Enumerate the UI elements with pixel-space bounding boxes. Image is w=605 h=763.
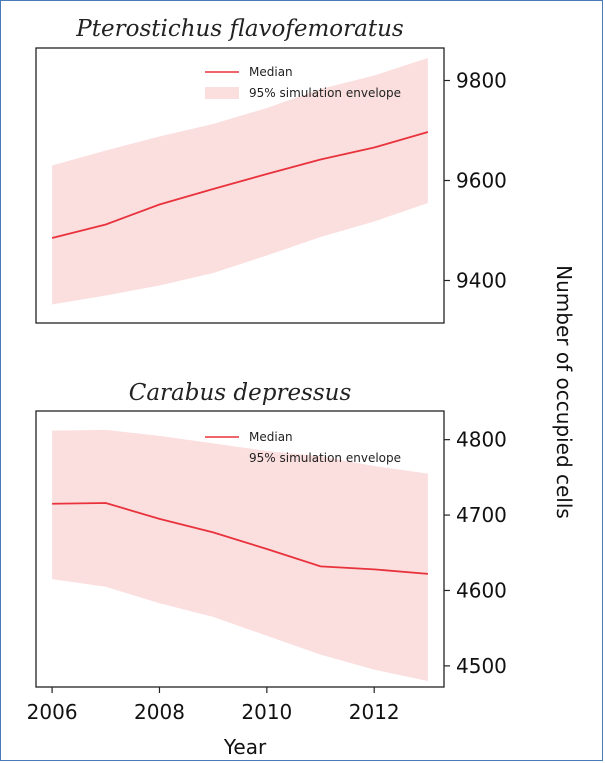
shared-y-axis-label: Number of occupied cells xyxy=(552,265,576,519)
bottom-xtick-label: 2008 xyxy=(134,700,185,724)
bottom-legend: Median 95% simulation envelope xyxy=(205,430,401,465)
top-ytick-label: 9400 xyxy=(456,269,507,293)
top-axes-box xyxy=(35,47,445,324)
top-legend: Median 95% simulation envelope xyxy=(205,65,401,100)
bottom-legend-envelope-swatch xyxy=(205,452,239,464)
bottom-ytick-label: 4600 xyxy=(456,578,507,602)
bottom-median-line xyxy=(52,502,428,575)
bottom-envelope-layer xyxy=(52,429,428,681)
top-yticks: 9400 9600 9800 xyxy=(444,69,507,293)
top-legend-envelope-label: 95% simulation envelope xyxy=(249,86,401,100)
top-ytick-label: 9800 xyxy=(456,69,507,93)
bottom-median-layer xyxy=(52,502,428,575)
bottom-xtick-label: 2012 xyxy=(349,700,400,724)
bottom-xtick-label: 2010 xyxy=(241,700,292,724)
x-axis-label: Year xyxy=(223,735,267,759)
top-ytick-label: 9600 xyxy=(456,169,507,193)
top-chart-title: Pterostichus flavofemoratus xyxy=(75,16,404,42)
top-median-layer xyxy=(51,131,429,239)
top-legend-median-label: Median xyxy=(249,65,293,79)
panel-top: Pterostichus flavofemoratus 9400 9600 9800… xyxy=(35,16,507,324)
bottom-yticks: 4500 4600 4700 4800 xyxy=(444,428,507,678)
bottom-legend-median-label: Median xyxy=(249,430,293,444)
bottom-chart-title: Carabus depressus xyxy=(129,380,352,406)
bottom-xtick-label: 2006 xyxy=(27,700,78,724)
bottom-xticks: 2006 2008 2010 2012 xyxy=(27,687,400,724)
bottom-ytick-label: 4800 xyxy=(456,428,507,452)
bottom-axes-box xyxy=(35,410,445,688)
top-median-line xyxy=(51,131,429,239)
top-legend-envelope-swatch xyxy=(205,87,239,99)
bottom-legend-envelope-label: 95% simulation envelope xyxy=(249,451,401,465)
bottom-ytick-label: 4700 xyxy=(456,503,507,527)
bottom-ytick-label: 4500 xyxy=(456,654,507,678)
bottom-envelope-area xyxy=(52,429,428,681)
